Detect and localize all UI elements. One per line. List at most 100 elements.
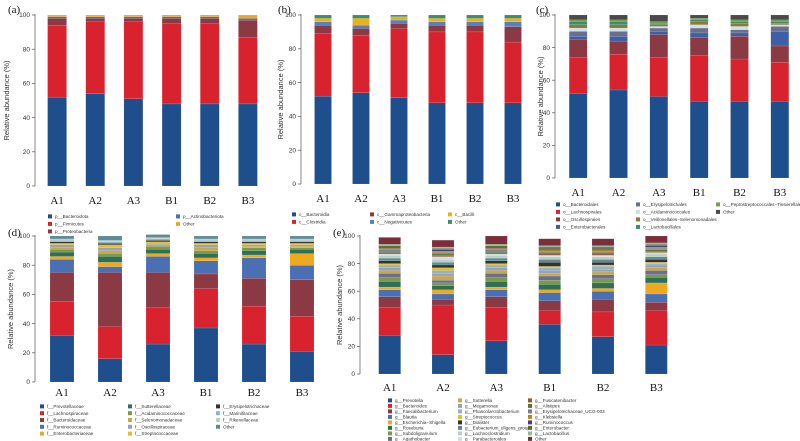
bar-segment bbox=[591, 238, 615, 246]
bar-segment bbox=[645, 242, 668, 245]
bar-segment bbox=[161, 16, 182, 19]
bar-segment bbox=[645, 245, 668, 248]
legend-label: g__Blautia bbox=[395, 415, 417, 420]
bar-segment bbox=[378, 246, 401, 249]
legend-swatch bbox=[40, 424, 44, 429]
y-tick-label: 0 bbox=[351, 371, 355, 378]
legend-swatch bbox=[636, 209, 640, 214]
x-tick-label: A1 bbox=[50, 195, 63, 207]
x-tick-label: B3 bbox=[296, 387, 309, 399]
legend-label: Other bbox=[455, 220, 467, 225]
bar-segment bbox=[145, 253, 171, 257]
legend-swatch bbox=[216, 404, 220, 409]
bar-segment bbox=[569, 39, 588, 58]
bar-segment bbox=[145, 246, 171, 250]
legend-swatch bbox=[448, 219, 452, 224]
bar-segment bbox=[609, 14, 628, 21]
legend-label: g__Roseburia bbox=[395, 426, 424, 431]
bar-segment bbox=[97, 253, 123, 257]
x-tick-label: A2 bbox=[436, 382, 449, 394]
legend-swatch bbox=[48, 221, 52, 226]
bar-segment bbox=[609, 27, 628, 32]
bar-segment bbox=[466, 21, 484, 26]
y-tick-label: 40 bbox=[23, 321, 31, 328]
y-tick-label: 40 bbox=[543, 110, 551, 117]
bar-segment bbox=[431, 262, 455, 266]
bar-segment bbox=[378, 248, 401, 250]
bar-segment bbox=[485, 340, 508, 375]
bar-segment bbox=[47, 18, 67, 26]
legend-label: g__Escherichia−Shigella bbox=[395, 420, 446, 425]
bar-segment bbox=[289, 235, 315, 240]
bar-segment bbox=[538, 262, 561, 267]
bar-segment bbox=[97, 240, 123, 242]
bar-segment bbox=[538, 275, 561, 281]
bar-segment bbox=[591, 311, 615, 337]
bar-segment bbox=[649, 22, 668, 25]
bar-segment bbox=[428, 18, 446, 22]
bar-segment bbox=[730, 58, 749, 102]
bar-segment bbox=[504, 41, 522, 104]
bar-segment bbox=[161, 18, 182, 24]
legend-swatch bbox=[388, 425, 392, 430]
bar-segment bbox=[538, 252, 561, 255]
bar-segment bbox=[193, 247, 219, 251]
bar-segment bbox=[49, 243, 75, 245]
bar-segment bbox=[690, 19, 709, 22]
bar-segment bbox=[485, 257, 508, 261]
bar-segment bbox=[193, 240, 219, 242]
bar-segment bbox=[378, 270, 401, 274]
bar-segment bbox=[241, 305, 267, 345]
legend-label: g__Prevotella bbox=[395, 398, 424, 403]
legend-swatch bbox=[528, 431, 532, 436]
bar-segment bbox=[504, 26, 522, 43]
bar-segment bbox=[97, 247, 123, 251]
bar-segment bbox=[49, 241, 75, 244]
bar-segment bbox=[241, 250, 267, 256]
bar-segment bbox=[378, 252, 401, 255]
x-tick-label: B2 bbox=[733, 187, 746, 199]
bar-segment bbox=[485, 307, 508, 342]
legend-swatch bbox=[458, 431, 462, 436]
bar-segment bbox=[49, 247, 75, 250]
bar-segment bbox=[504, 18, 522, 22]
bar-segment bbox=[485, 255, 508, 259]
y-tick-label: 80 bbox=[348, 261, 356, 268]
bar-segment bbox=[289, 351, 315, 383]
bar-segment bbox=[289, 253, 315, 266]
bar-segment bbox=[485, 252, 508, 255]
bar-segment bbox=[241, 240, 267, 242]
bar-segment bbox=[609, 40, 628, 55]
bar-segment bbox=[485, 264, 508, 268]
legend-swatch bbox=[216, 418, 220, 422]
bar-segment bbox=[485, 248, 508, 250]
legend-label: g__Alistipes bbox=[535, 404, 560, 409]
bar-segment bbox=[690, 21, 709, 25]
bar-segment bbox=[591, 248, 615, 250]
bar-segment bbox=[431, 255, 455, 257]
x-tick-label: A2 bbox=[89, 195, 102, 207]
bar-segment bbox=[123, 16, 144, 19]
bar-segment bbox=[649, 27, 668, 32]
bar-segment bbox=[193, 243, 219, 245]
bar-segment bbox=[770, 21, 789, 24]
legend-swatch bbox=[176, 221, 180, 226]
bar-segment bbox=[485, 249, 508, 252]
panel-label: (e) bbox=[333, 227, 346, 239]
legend-swatch bbox=[716, 209, 720, 214]
bar-segment bbox=[690, 18, 709, 21]
y-tick-label: 80 bbox=[289, 46, 297, 53]
legend-swatch bbox=[556, 202, 560, 207]
legend-swatch bbox=[448, 212, 452, 217]
bar-segment bbox=[538, 259, 561, 263]
bar-segment bbox=[591, 253, 615, 256]
legend-label: o__Acidaminococcales bbox=[643, 210, 691, 215]
legend-label: g__Lachnoclostridium bbox=[465, 431, 510, 436]
bar-segment bbox=[378, 281, 401, 288]
bar-segment bbox=[193, 257, 219, 261]
bar-segment bbox=[591, 264, 615, 267]
bar-segment bbox=[97, 262, 123, 267]
bar-segment bbox=[591, 299, 615, 313]
bar-segment bbox=[466, 18, 484, 22]
bar-segment bbox=[145, 240, 171, 242]
